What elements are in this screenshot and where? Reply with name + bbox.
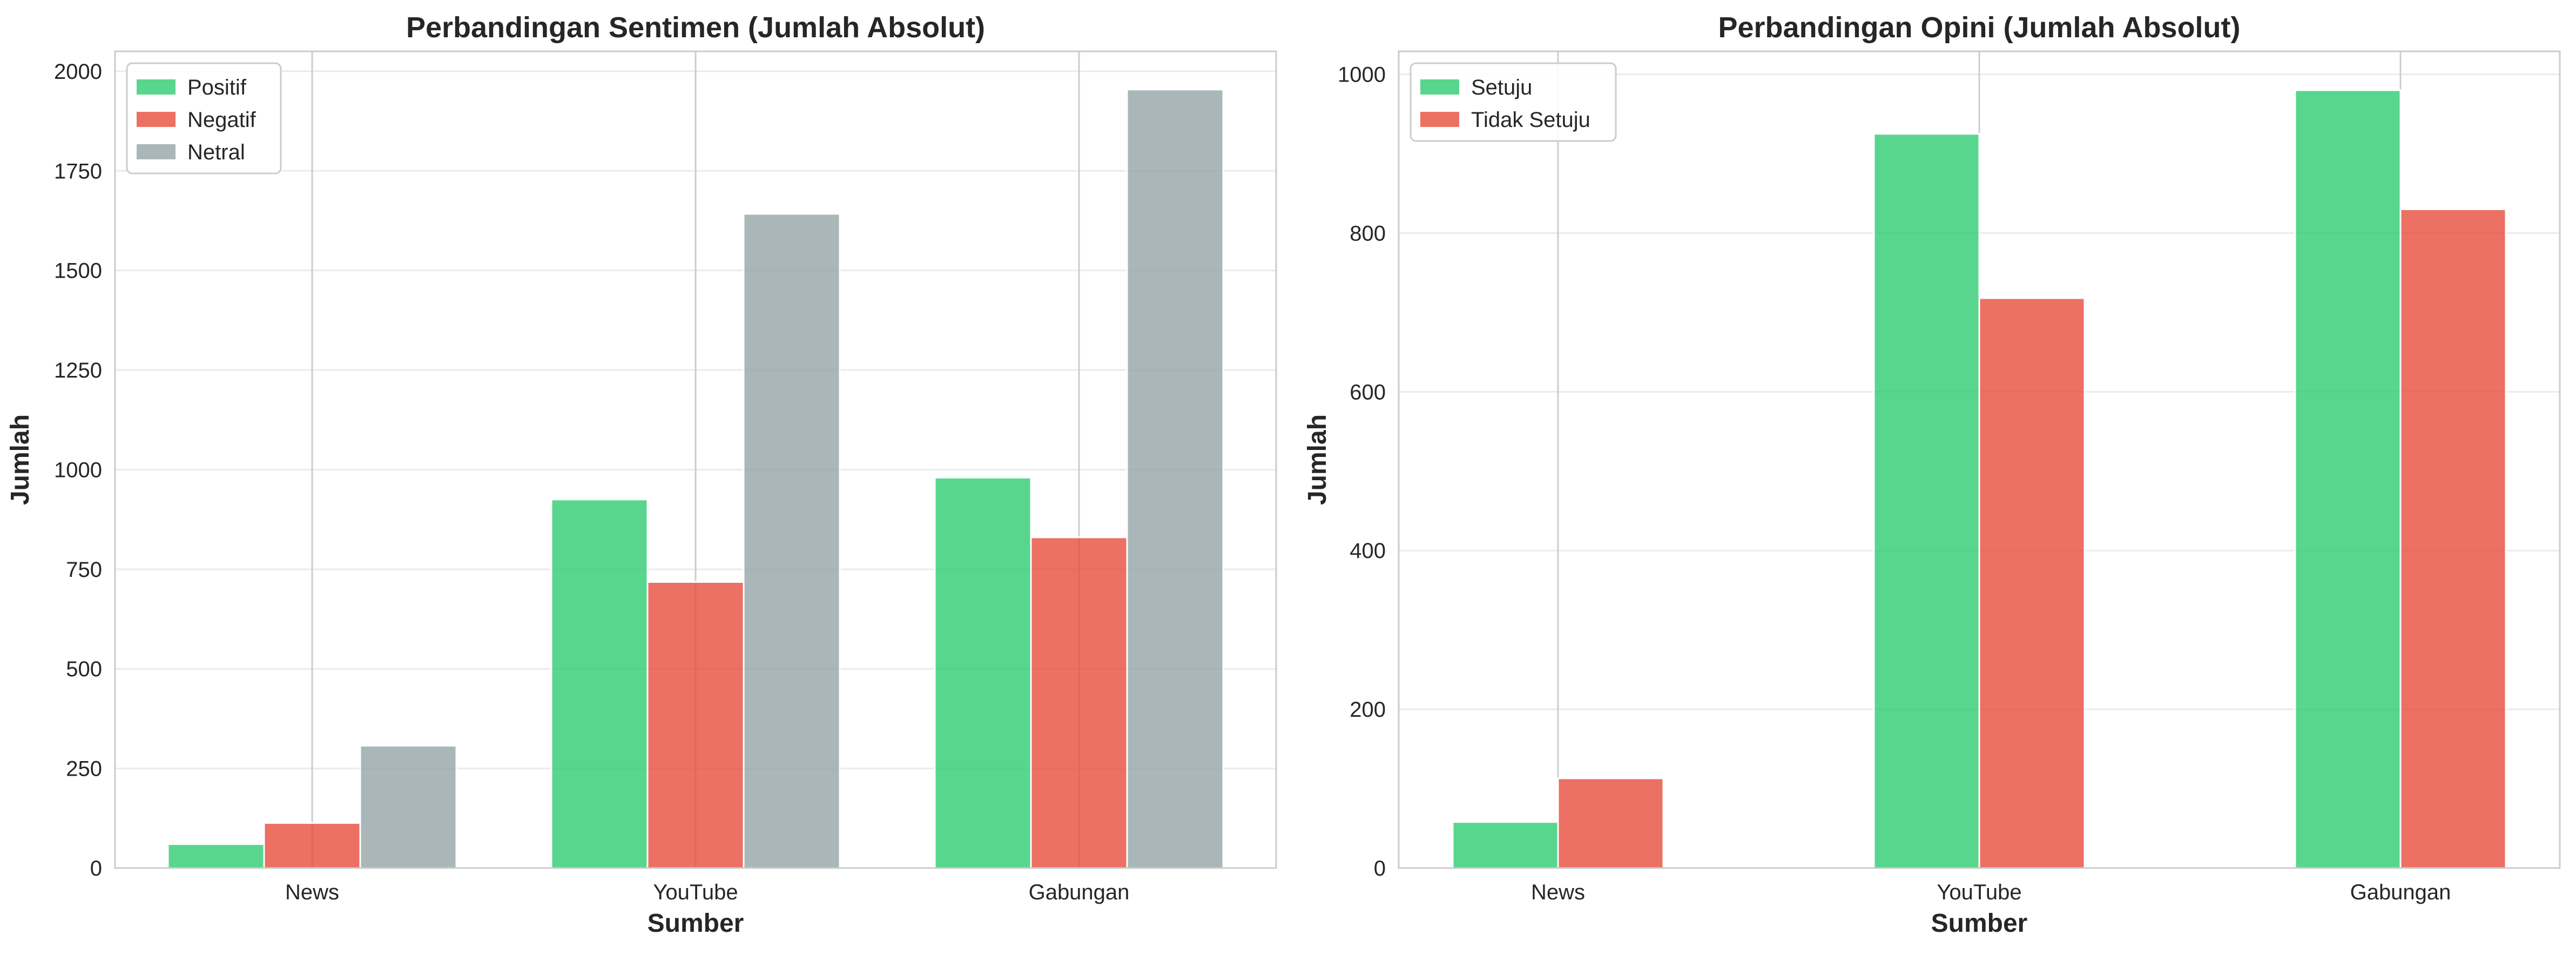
legend: Positif Negatif Netral <box>126 62 282 174</box>
y-tick-label: 250 <box>66 757 102 781</box>
chart-title: Perbandingan Opini (Jumlah Absolut) <box>1718 11 2240 44</box>
bar-setuju-youtube <box>1873 133 1980 869</box>
y-tick-label: 400 <box>1350 539 1386 563</box>
bar-positif-news <box>167 843 265 869</box>
legend-swatch <box>137 144 176 159</box>
y-tick-label: 1750 <box>54 159 102 183</box>
bar-tidak-setuju-gabungan <box>2399 208 2507 869</box>
y-axis-label: Jumlah <box>1303 414 1332 505</box>
bar-positif-gabungan <box>934 476 1032 869</box>
y-tick-label: 0 <box>1374 857 1386 880</box>
legend-label: Negatif <box>187 108 257 132</box>
legend-label: Positif <box>187 76 247 99</box>
x-tick-label: News <box>285 880 339 904</box>
y-tick-label: 1500 <box>54 259 102 283</box>
bar-negatif-gabungan <box>1030 536 1128 869</box>
x-axis-label: Sumber <box>648 909 744 938</box>
bar-netral-news <box>359 745 457 869</box>
legend-swatch <box>1420 79 1459 95</box>
x-tick-label: Gabungan <box>2350 880 2451 904</box>
bar-negatif-youtube <box>646 581 745 869</box>
bar-netral-youtube <box>743 213 841 869</box>
legend-swatch <box>1420 112 1459 127</box>
legend-label: Netral <box>187 140 245 164</box>
legend-label: Tidak Setuju <box>1471 108 1590 132</box>
y-tick-label: 600 <box>1350 380 1386 404</box>
plot-frame <box>1398 50 2561 869</box>
y-tick-label: 800 <box>1350 221 1386 245</box>
legend-swatch <box>137 79 176 95</box>
y-tick-label: 1000 <box>1338 63 1386 87</box>
x-tick-label: News <box>1531 880 1585 904</box>
bar-setuju-news <box>1452 821 1559 869</box>
bar-netral-gabungan <box>1126 89 1224 869</box>
y-tick-label: 0 <box>90 857 102 880</box>
legend-swatch <box>137 112 176 127</box>
x-axis-label: Sumber <box>1931 909 2028 938</box>
chart-title: Perbandingan Sentimen (Jumlah Absolut) <box>406 11 985 44</box>
legend: Setuju Tidak Setuju <box>1410 62 1617 142</box>
y-tick-label: 200 <box>1350 698 1386 722</box>
y-tick-label: 750 <box>66 558 102 582</box>
x-tick-label: YouTube <box>1937 880 2021 904</box>
bar-positif-youtube <box>550 499 649 869</box>
y-tick-label: 1000 <box>54 458 102 482</box>
y-tick-label: 1250 <box>54 359 102 382</box>
y-tick-label: 500 <box>66 657 102 681</box>
x-tick-label: YouTube <box>653 880 738 904</box>
bar-setuju-gabungan <box>2294 89 2402 869</box>
bar-tidak-setuju-youtube <box>1978 297 2086 869</box>
chart-1: 0 250 500 750 1000 1250 1500 1750 2000 News YouTub… <box>6 11 1277 938</box>
x-tick-label: Gabungan <box>1029 880 1130 904</box>
y-axis-label: Jumlah <box>6 414 35 505</box>
bar-negatif-news <box>263 822 361 869</box>
legend-label: Setuju <box>1471 76 1532 99</box>
plot-frame <box>114 50 1277 869</box>
y-tick-label: 2000 <box>54 60 102 84</box>
chart-2: 0 200 400 600 800 1000 News YouTube Gabungan Perb… <box>1303 11 2561 938</box>
bar-tidak-setuju-news <box>1557 777 1664 869</box>
legend-box <box>1410 62 1617 142</box>
